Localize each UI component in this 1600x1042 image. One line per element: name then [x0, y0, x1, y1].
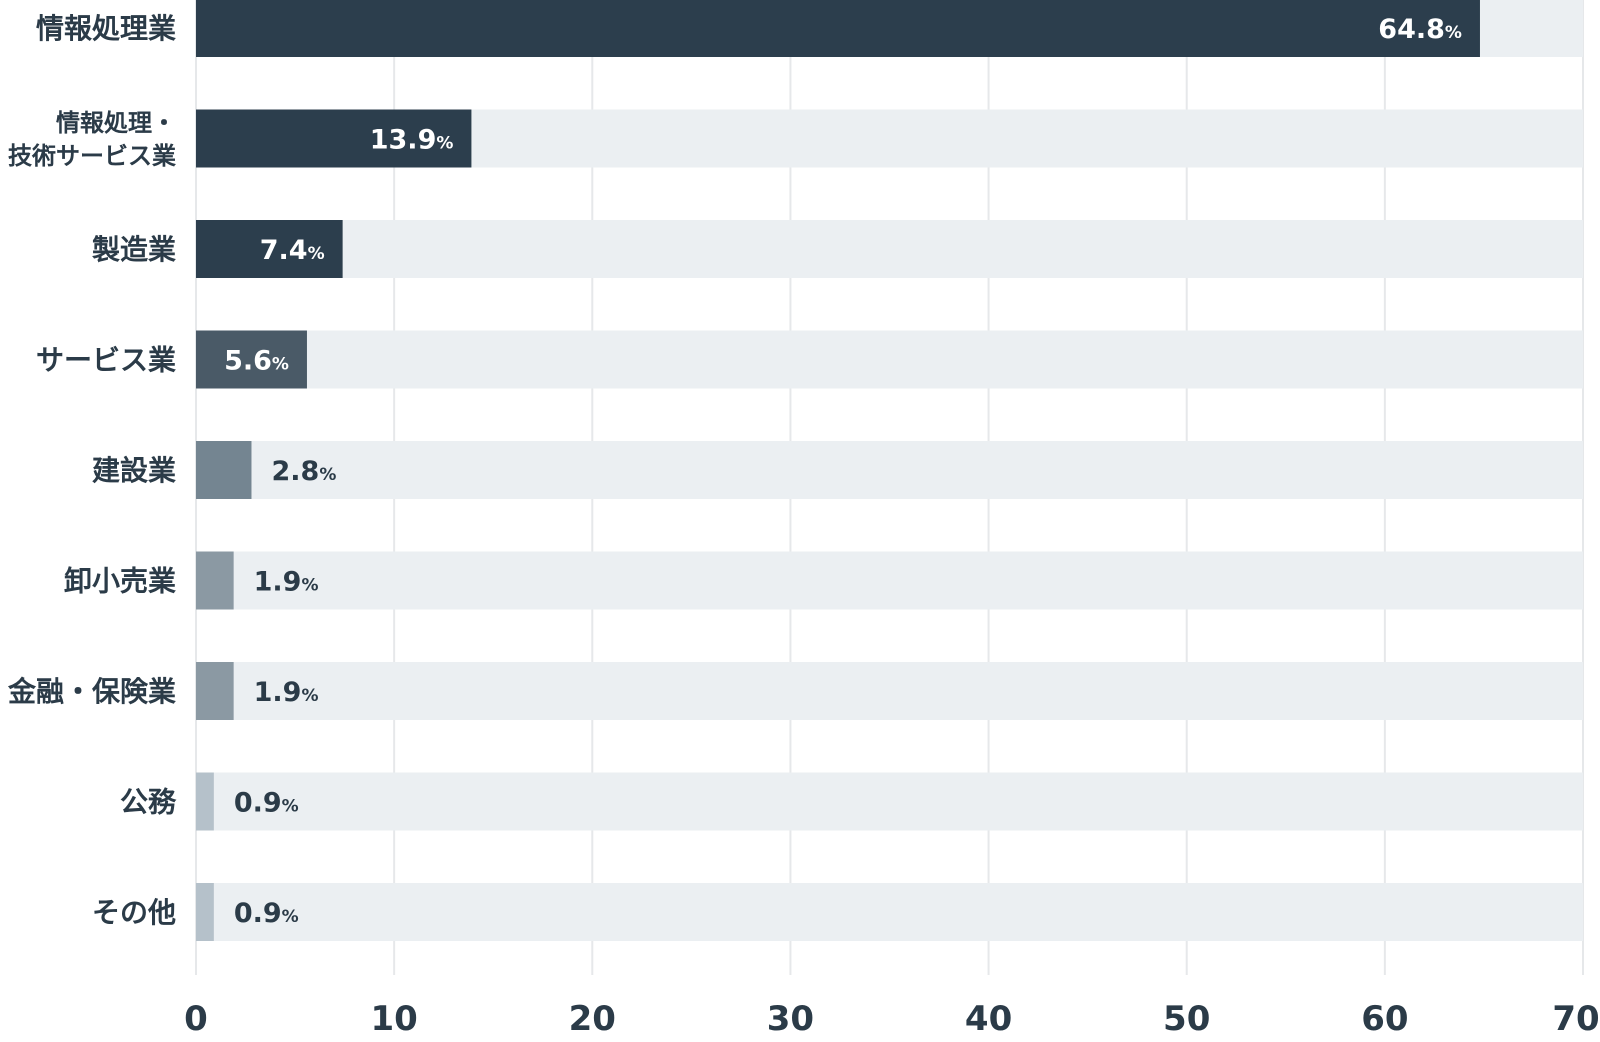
- category-label: 卸小売業: [64, 565, 176, 598]
- x-tick-label: 70: [1552, 999, 1599, 1039]
- category-label: 公務: [120, 786, 177, 819]
- bar: [196, 772, 214, 831]
- x-tick-label: 30: [767, 999, 814, 1039]
- bar-track: [196, 662, 1583, 720]
- bar: [196, 662, 234, 720]
- x-tick-label: 50: [1163, 999, 1210, 1039]
- bar-track: [196, 772, 1583, 831]
- value-label: 0.9%: [234, 898, 299, 929]
- bar: [196, 441, 252, 499]
- bar: [196, 883, 214, 941]
- bar-track: [196, 330, 1583, 389]
- category-labels: 情報処理業情報処理・技術サービス業製造業サービス業建設業卸小売業金融・保険業公務…: [7, 12, 177, 929]
- bar: [196, 330, 307, 389]
- category-label: 製造業: [92, 233, 176, 266]
- x-tick-label: 0: [184, 999, 208, 1039]
- value-labels: 64.8% 13.9% 7.4% 5.6% 2.8% 1.9% 1.9% 0.9% 0.9%: [224, 14, 1462, 929]
- x-tick-label: 20: [569, 999, 616, 1039]
- bar: [196, 220, 343, 278]
- bar-track: [196, 883, 1583, 941]
- value-label: 64.8%: [1378, 14, 1462, 45]
- value-label: 5.6%: [224, 346, 289, 377]
- bar: [196, 109, 472, 168]
- x-tick-label: 60: [1361, 999, 1408, 1039]
- value-label: 2.8%: [271, 456, 336, 487]
- category-label: 建設業: [92, 454, 176, 487]
- bar: [196, 551, 234, 610]
- category-label: サービス業: [36, 344, 176, 377]
- category-label: 金融・保険業: [7, 675, 176, 708]
- bar-track: [196, 441, 1583, 499]
- x-tick-label: 40: [965, 999, 1012, 1039]
- x-axis-ticks: 0 10 20 30 40 50 60 70: [184, 999, 1600, 1039]
- value-label: 1.9%: [254, 677, 319, 708]
- value-label: 7.4%: [260, 235, 325, 266]
- value-label: 1.9%: [254, 567, 319, 598]
- category-label: 情報処理・技術サービス業: [8, 109, 176, 170]
- bars: [196, 0, 1480, 941]
- category-label: その他: [92, 896, 176, 929]
- category-label: 情報処理業: [36, 12, 176, 45]
- x-tick-label: 10: [370, 999, 417, 1039]
- value-label: 0.9%: [234, 788, 299, 819]
- bar-track: [196, 551, 1583, 610]
- value-label: 13.9%: [370, 125, 454, 156]
- bar-track: [196, 220, 1583, 278]
- bar: [196, 0, 1480, 57]
